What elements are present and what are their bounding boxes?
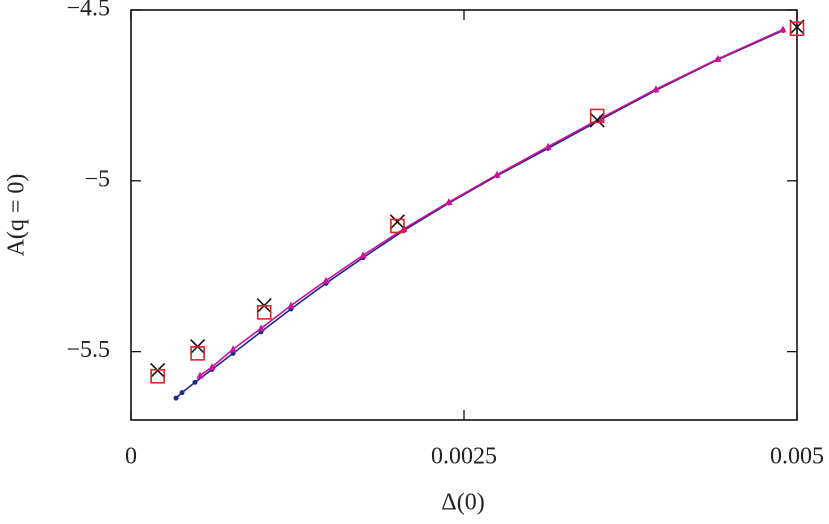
point [359, 251, 367, 259]
point [390, 218, 405, 234]
x-tick-label: 0.005 [770, 444, 824, 470]
point [208, 363, 216, 371]
point [714, 54, 722, 62]
point [192, 379, 198, 385]
point [493, 170, 501, 178]
point [322, 276, 330, 284]
point [179, 390, 185, 396]
point [589, 112, 605, 128]
point [190, 346, 205, 361]
y-tick-label: −4.5 [66, 0, 110, 22]
point [287, 301, 295, 309]
point [389, 214, 405, 230]
point [789, 21, 805, 37]
y-tick-label: −5 [84, 166, 110, 192]
x-tick-label: 0.0025 [431, 444, 497, 470]
point [196, 371, 204, 379]
y-tick-label: −5.5 [66, 337, 110, 363]
point [150, 368, 165, 384]
point [652, 85, 660, 93]
series-line [199, 28, 784, 377]
point [173, 395, 179, 401]
x-tick-label: 0 [125, 444, 137, 470]
point [257, 324, 265, 332]
point [589, 108, 605, 124]
point [544, 142, 552, 150]
point [445, 198, 453, 206]
point [229, 345, 237, 353]
series-line [175, 29, 784, 399]
point [256, 305, 272, 320]
x-axis-label: Δ(0) [441, 490, 484, 516]
y-axis-label: A(q = 0) [4, 174, 30, 257]
plot-frame [130, 9, 798, 421]
point [779, 25, 787, 33]
